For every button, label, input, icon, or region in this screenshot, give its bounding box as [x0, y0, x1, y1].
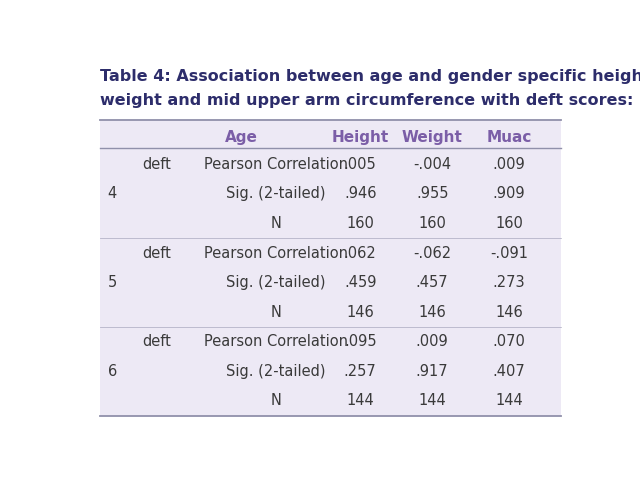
Text: Sig. (2-tailed): Sig. (2-tailed) — [226, 364, 326, 379]
Text: 144: 144 — [419, 394, 446, 408]
Text: 5: 5 — [108, 275, 117, 290]
Text: 144: 144 — [346, 394, 374, 408]
Text: 146: 146 — [495, 305, 523, 320]
Text: deft: deft — [143, 157, 172, 172]
Text: .946: .946 — [344, 187, 376, 202]
Text: Pearson Correlation: Pearson Correlation — [204, 335, 348, 349]
Text: .062: .062 — [344, 246, 376, 261]
Text: 160: 160 — [418, 216, 446, 231]
Text: 144: 144 — [495, 394, 523, 408]
Text: 4: 4 — [108, 187, 117, 202]
Text: N: N — [271, 394, 282, 408]
Text: .457: .457 — [416, 275, 449, 290]
Text: .257: .257 — [344, 364, 376, 379]
Text: weight and mid upper arm circumference with deft scores:: weight and mid upper arm circumference w… — [100, 93, 633, 108]
Text: Sig. (2-tailed): Sig. (2-tailed) — [226, 275, 326, 290]
Text: .909: .909 — [493, 187, 525, 202]
Text: Pearson Correlation: Pearson Correlation — [204, 246, 348, 261]
Text: -.062: -.062 — [413, 246, 451, 261]
Text: 160: 160 — [346, 216, 374, 231]
Text: .955: .955 — [416, 187, 449, 202]
Text: Sig. (2-tailed): Sig. (2-tailed) — [226, 187, 326, 202]
Text: .005: .005 — [344, 157, 376, 172]
Text: .917: .917 — [416, 364, 449, 379]
Text: 146: 146 — [419, 305, 446, 320]
Text: Age: Age — [225, 130, 258, 144]
Text: 160: 160 — [495, 216, 523, 231]
Text: N: N — [271, 305, 282, 320]
Text: -.004: -.004 — [413, 157, 451, 172]
Text: .009: .009 — [416, 335, 449, 349]
Text: Height: Height — [332, 130, 389, 144]
Text: .407: .407 — [493, 364, 525, 379]
Text: .273: .273 — [493, 275, 525, 290]
Text: .009: .009 — [493, 157, 525, 172]
Text: Pearson Correlation: Pearson Correlation — [204, 157, 348, 172]
Text: -.091: -.091 — [490, 246, 528, 261]
Text: .095: .095 — [344, 335, 376, 349]
Text: Weight: Weight — [402, 130, 463, 144]
Text: 6: 6 — [108, 364, 117, 379]
Text: N: N — [271, 216, 282, 231]
Text: deft: deft — [143, 246, 172, 261]
Text: 146: 146 — [346, 305, 374, 320]
Text: Muac: Muac — [486, 130, 532, 144]
FancyBboxPatch shape — [100, 120, 561, 416]
Text: Table 4: Association between age and gender specific height,: Table 4: Association between age and gen… — [100, 69, 640, 84]
Text: deft: deft — [143, 335, 172, 349]
Text: .459: .459 — [344, 275, 376, 290]
Text: .070: .070 — [493, 335, 525, 349]
